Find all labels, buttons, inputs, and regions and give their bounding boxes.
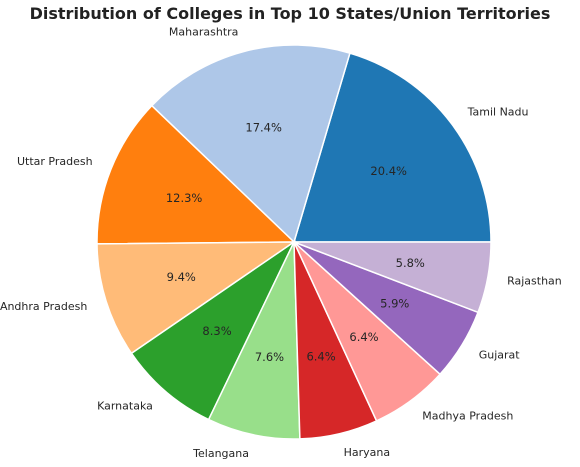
slice-percent-tamil-nadu: 20.4% <box>370 164 407 178</box>
chart-title: Distribution of Colleges in Top 10 State… <box>29 4 551 23</box>
slice-label-madhya-pradesh: Madhya Pradesh <box>422 410 513 423</box>
slice-label-tamil-nadu: Tamil Nadu <box>467 105 529 118</box>
slice-percent-telangana: 7.6% <box>255 350 284 364</box>
slice-percent-madhya-pradesh: 6.4% <box>349 330 378 344</box>
slice-label-karnataka: Karnataka <box>97 399 153 412</box>
pie-slice-rajasthan <box>293 241 492 314</box>
pie-slice-maharashtra <box>150 44 351 244</box>
slice-percent-uttar-pradesh: 12.3% <box>166 191 203 205</box>
slice-percent-rajasthan: 5.8% <box>396 256 425 270</box>
slice-label-uttar-pradesh: Uttar Pradesh <box>17 155 93 168</box>
pie-slice-tamil-nadu <box>292 52 492 243</box>
slice-label-gujarat: Gujarat <box>479 348 521 361</box>
slice-percent-andhra-pradesh: 9.4% <box>167 270 196 284</box>
slice-label-rajasthan: Rajasthan <box>507 274 562 287</box>
slice-label-haryana: Haryana <box>344 446 391 459</box>
pie-slice-andhra-pradesh <box>96 241 297 355</box>
slice-label-maharashtra: Maharashtra <box>169 26 239 39</box>
slice-percent-haryana: 6.4% <box>306 350 335 364</box>
slice-percent-gujarat: 5.9% <box>380 296 409 310</box>
slice-percent-maharashtra: 17.4% <box>245 120 282 134</box>
pie-slice-karnataka <box>130 239 296 421</box>
pie-slice-uttar-pradesh <box>96 104 296 245</box>
slice-percent-karnataka: 8.3% <box>202 324 231 338</box>
slice-label-andhra-pradesh: Andhra Pradesh <box>0 300 87 313</box>
slice-label-telangana: Telangana <box>192 447 249 460</box>
pie-slice-telangana <box>207 241 301 440</box>
